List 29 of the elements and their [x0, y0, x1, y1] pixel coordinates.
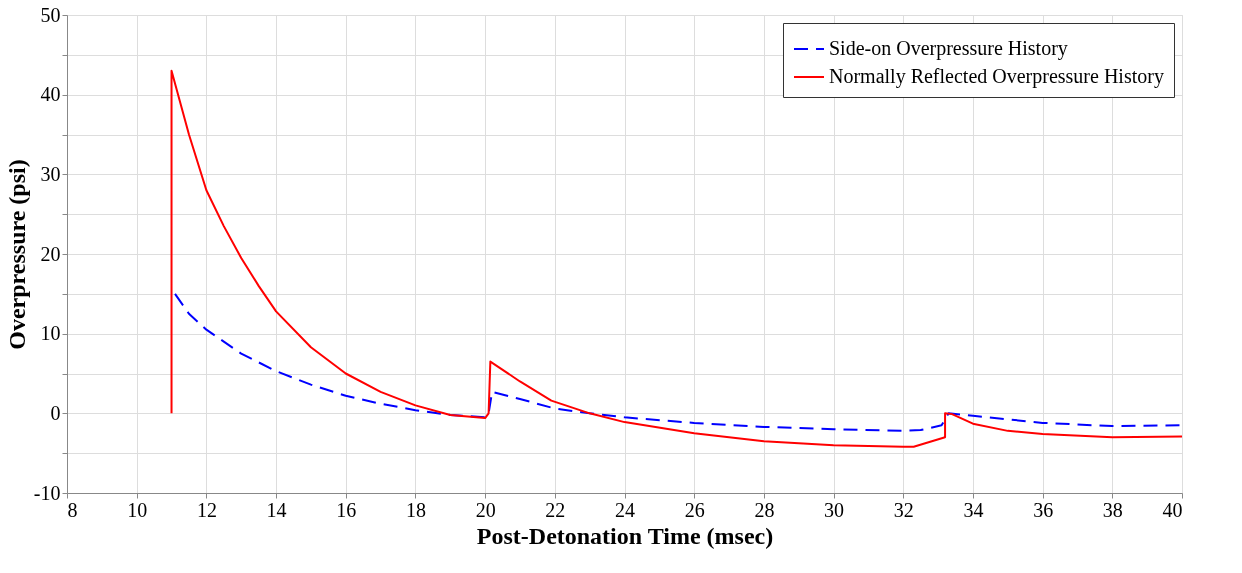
x-tick-label: 22: [545, 498, 566, 521]
x-tick-label: 16: [336, 498, 357, 521]
x-tick-label: 34: [963, 498, 984, 521]
x-tick-label: 36: [1033, 498, 1054, 521]
x-tick-label: 38: [1102, 498, 1123, 521]
x-tick-label: 24: [615, 498, 635, 521]
x-tick-label: 26: [684, 498, 705, 521]
x-tick-label: 20: [475, 498, 496, 521]
line-series: [170, 69, 1183, 448]
x-tick-label: 10: [127, 498, 148, 521]
y-tick-label: 20: [40, 242, 61, 265]
x-tick-label: 8: [67, 498, 78, 521]
x-tick-label: 32: [893, 498, 914, 521]
y-tick-label: 40: [40, 83, 61, 106]
y-tick-label: 30: [40, 162, 61, 185]
y-tick-label: -10: [33, 481, 61, 504]
y-tick-label: 0: [50, 401, 61, 424]
y-axis-title: Overpressure (psi): [3, 159, 30, 350]
legend-label: Side-on Overpressure History: [829, 37, 1068, 60]
x-tick-label: 12: [196, 498, 217, 521]
y-tick-label: 10: [40, 322, 61, 345]
legend-label: Normally Reflected Overpressure History: [829, 65, 1164, 88]
x-tick-label: 14: [266, 498, 287, 521]
y-tick-label: 50: [40, 3, 61, 26]
x-tick-label: 30: [824, 498, 845, 521]
x-tick-label: 18: [405, 498, 426, 521]
x-axis-title: Post-Detonation Time (msec): [476, 522, 774, 549]
x-tick-label: 40: [1162, 498, 1183, 521]
x-tick-label: 28: [754, 498, 775, 521]
